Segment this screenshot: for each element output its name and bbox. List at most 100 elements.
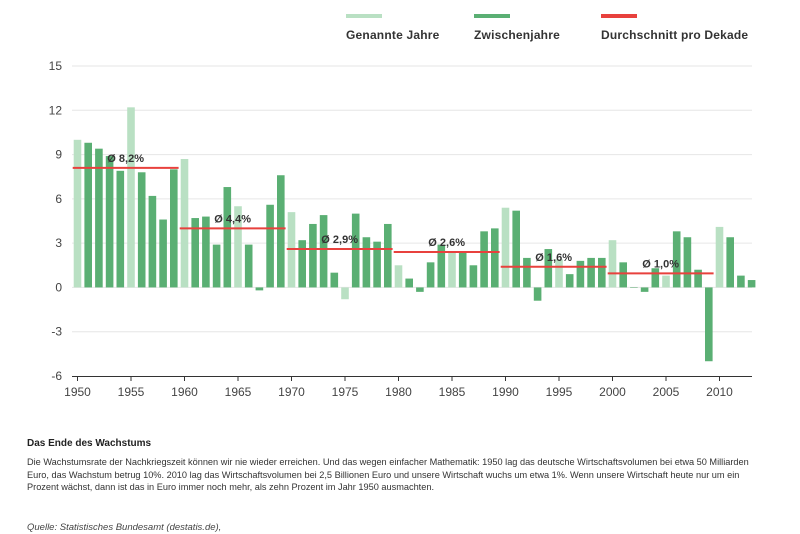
description-title: Das Ende des Wachstums bbox=[27, 438, 152, 449]
bar bbox=[458, 252, 467, 288]
bar bbox=[341, 287, 349, 300]
x-tick-label: 1985 bbox=[439, 385, 466, 399]
bar bbox=[747, 280, 756, 288]
x-tick-label: 1965 bbox=[225, 385, 252, 399]
bar bbox=[84, 142, 92, 288]
y-tick-label: -6 bbox=[51, 369, 62, 383]
bar bbox=[351, 213, 360, 288]
y-tick-label: 15 bbox=[49, 59, 63, 73]
decade-average-label: Ø 4,4% bbox=[214, 213, 251, 225]
bar bbox=[555, 259, 563, 288]
legend-swatch-named-years bbox=[346, 14, 382, 18]
bar bbox=[672, 231, 681, 288]
bar bbox=[726, 237, 734, 288]
legend-label-intermediate-years: Zwischenjahre bbox=[474, 28, 560, 42]
legend-item-named-years: Genannte Jahre bbox=[346, 14, 440, 44]
bar bbox=[683, 237, 692, 288]
bar bbox=[212, 244, 221, 288]
bar bbox=[137, 172, 146, 288]
x-tick-label: 2000 bbox=[599, 385, 626, 399]
bar bbox=[598, 257, 606, 288]
x-tick-label: 1980 bbox=[385, 385, 412, 399]
description-body: Die Wachstumsrate der Nachkriegszeit kön… bbox=[27, 457, 749, 493]
bar bbox=[448, 252, 456, 288]
x-tick-label: 1975 bbox=[332, 385, 359, 399]
bar bbox=[705, 287, 713, 362]
bar bbox=[576, 260, 585, 288]
bar bbox=[309, 223, 317, 288]
bar bbox=[630, 287, 638, 288]
x-tick-label: 1990 bbox=[492, 385, 519, 399]
bar bbox=[416, 287, 424, 292]
bar bbox=[170, 169, 178, 288]
bar bbox=[73, 139, 82, 288]
bar bbox=[587, 257, 595, 288]
bar bbox=[319, 215, 328, 288]
bar bbox=[694, 269, 702, 288]
bar bbox=[298, 240, 306, 288]
bar bbox=[565, 274, 574, 288]
decade-average-label: Ø 1,6% bbox=[535, 252, 572, 264]
bar bbox=[244, 244, 253, 288]
bar bbox=[159, 219, 167, 288]
bar bbox=[469, 265, 478, 288]
bar bbox=[608, 240, 617, 288]
bar bbox=[651, 268, 660, 288]
y-tick-label: -3 bbox=[51, 325, 62, 339]
bar bbox=[266, 204, 274, 288]
bar bbox=[234, 206, 242, 288]
bar bbox=[277, 175, 285, 288]
bar bbox=[362, 237, 371, 288]
bar bbox=[127, 107, 135, 288]
x-tick-label: 1970 bbox=[278, 385, 305, 399]
bar bbox=[180, 159, 189, 288]
x-tick-label: 1955 bbox=[118, 385, 145, 399]
bar bbox=[405, 278, 413, 288]
x-tick-label: 1960 bbox=[171, 385, 198, 399]
bar bbox=[255, 287, 264, 291]
y-tick-label: 6 bbox=[55, 192, 62, 206]
x-tick-label: 2010 bbox=[706, 385, 733, 399]
bar bbox=[116, 170, 125, 288]
y-tick-label: 9 bbox=[55, 148, 62, 162]
decade-average-label: Ø 2,6% bbox=[428, 237, 465, 249]
bar bbox=[480, 231, 488, 288]
bar bbox=[223, 187, 232, 288]
decade-average-label: Ø 1,0% bbox=[642, 258, 679, 270]
bar bbox=[95, 148, 103, 288]
chart-legend: Genannte Jahre Zwischenjahre Durchschnit… bbox=[0, 14, 800, 44]
legend-label-decade-average: Durchschnitt pro Dekade bbox=[601, 28, 749, 42]
x-tick-label: 1950 bbox=[64, 385, 91, 399]
bar bbox=[426, 262, 435, 288]
bar bbox=[533, 287, 542, 301]
description-block: Das Ende des Wachstums Die Wachstumsrate… bbox=[27, 438, 767, 494]
legend-item-intermediate-years: Zwischenjahre bbox=[474, 14, 560, 44]
legend-swatch-intermediate-years bbox=[474, 14, 510, 18]
bar bbox=[384, 223, 392, 288]
y-tick-label: 12 bbox=[49, 103, 63, 117]
source-note: Quelle: Statistisches Bundesamt (destati… bbox=[27, 522, 222, 533]
bar bbox=[512, 210, 520, 288]
legend-item-decade-average: Durchschnitt pro Dekade bbox=[601, 14, 748, 44]
bar bbox=[437, 244, 446, 288]
decade-average-label: Ø 2,9% bbox=[321, 234, 358, 246]
bar bbox=[501, 207, 510, 288]
bar bbox=[619, 262, 627, 288]
bar bbox=[330, 272, 339, 288]
y-tick-label: 0 bbox=[55, 280, 62, 294]
bar bbox=[662, 275, 670, 288]
bar bbox=[148, 195, 157, 288]
y-tick-label: 3 bbox=[55, 236, 62, 250]
bar bbox=[105, 156, 114, 288]
bar bbox=[191, 218, 199, 288]
bar bbox=[715, 226, 724, 288]
bar bbox=[373, 241, 381, 288]
x-tick-label: 2005 bbox=[653, 385, 680, 399]
decade-average-label: Ø 8,2% bbox=[107, 153, 144, 165]
bar bbox=[523, 257, 531, 288]
bar bbox=[544, 249, 553, 288]
x-tick-label: 1995 bbox=[546, 385, 573, 399]
legend-label-named-years: Genannte Jahre bbox=[346, 28, 440, 42]
bar bbox=[202, 216, 210, 288]
